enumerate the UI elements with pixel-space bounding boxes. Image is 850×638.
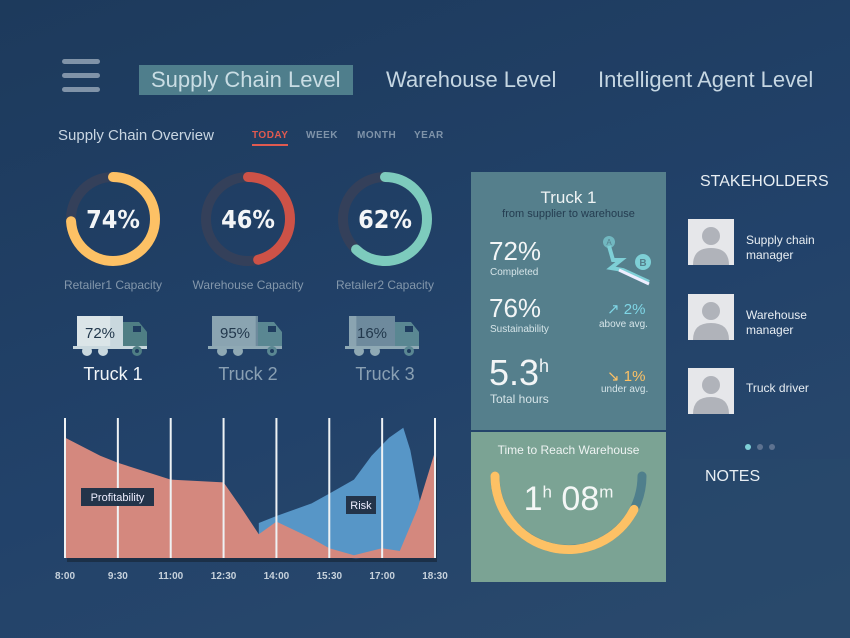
avatar[interactable] bbox=[688, 293, 734, 340]
svg-text:B: B bbox=[639, 258, 646, 269]
x-tick-label: 15:30 bbox=[316, 571, 342, 582]
completed-value: 72% bbox=[489, 236, 542, 266]
period-month[interactable]: MONTH bbox=[357, 130, 397, 141]
truck-icon: 16% bbox=[345, 316, 419, 356]
overview-title: Supply Chain Overview bbox=[58, 127, 214, 144]
period-week[interactable]: WEEK bbox=[306, 130, 338, 141]
truck-name[interactable]: Truck 2 bbox=[218, 364, 278, 384]
total-hours-value: 5.3h bbox=[489, 352, 550, 393]
period-today[interactable]: TODAY bbox=[252, 130, 289, 146]
stakeholder-name[interactable]: Truck driver bbox=[746, 381, 809, 395]
stakeholder-name[interactable]: Supply chain manager bbox=[746, 233, 815, 262]
risk-label-box bbox=[346, 496, 376, 514]
page-dot[interactable] bbox=[757, 444, 763, 450]
page-dot[interactable] bbox=[769, 444, 775, 450]
gauge-2: 46% bbox=[201, 172, 295, 266]
truck-load: 16% bbox=[357, 325, 387, 342]
truck-icon: 72% bbox=[73, 316, 147, 356]
stakeholders-pagination[interactable] bbox=[745, 444, 775, 450]
total-hours-label: Total hours bbox=[490, 392, 549, 406]
profitability-label-box bbox=[81, 488, 154, 506]
user-icon bbox=[693, 227, 729, 265]
period-year[interactable]: YEAR bbox=[414, 130, 444, 141]
x-tick-label: 8:00 bbox=[55, 571, 75, 582]
profitability-label: Profitability bbox=[91, 492, 145, 504]
gauge-arc bbox=[338, 172, 432, 266]
user-icon bbox=[693, 376, 729, 414]
x-tick-label: 18:30 bbox=[422, 571, 448, 582]
sustainability-label: Sustainability bbox=[490, 324, 549, 335]
hours-delta-label: under avg. bbox=[601, 384, 649, 395]
eta-value: 1h 08m bbox=[523, 480, 614, 518]
eta-title: Time to Reach Warehouse bbox=[497, 443, 640, 457]
eta-arc bbox=[490, 471, 647, 554]
route-map-icon: A B bbox=[603, 236, 651, 286]
x-tick-label: 11:00 bbox=[158, 571, 183, 582]
sustainability-value: 76% bbox=[489, 293, 542, 323]
hours-delta: ↘ 1% bbox=[607, 368, 646, 385]
avatar[interactable] bbox=[688, 219, 734, 265]
truck-load: 95% bbox=[220, 325, 250, 342]
truck-icon: 95% bbox=[208, 316, 282, 356]
truck-card-subtitle: from supplier to warehouse bbox=[502, 208, 635, 220]
completed-label: Completed bbox=[490, 267, 539, 278]
profitability-area bbox=[65, 437, 435, 558]
notes-title: NOTES bbox=[705, 468, 761, 485]
tab-supply-chain-level[interactable]: Supply Chain Level bbox=[139, 65, 353, 95]
truck-name[interactable]: Truck 1 bbox=[83, 364, 143, 384]
gauge-label: Retailer1 Capacity bbox=[63, 278, 163, 292]
svg-text:A: A bbox=[606, 238, 612, 247]
tab-warehouse-level[interactable]: Warehouse Level bbox=[386, 67, 557, 92]
truck-load: 72% bbox=[85, 325, 115, 342]
gauge-value: 74% bbox=[86, 205, 140, 234]
profit-risk-chart: 8:00 9:30 11:00 12:30 14:00 15:30 17:00 18:30 Pr… bbox=[55, 418, 448, 582]
gauge-value: 46% bbox=[221, 205, 275, 234]
gauge-1: 74% bbox=[66, 172, 160, 266]
stakeholder-name[interactable]: Warehouse manager bbox=[746, 307, 807, 337]
x-tick-label: 12:30 bbox=[211, 571, 237, 582]
truck-card-title: Truck 1 bbox=[540, 188, 597, 207]
gauge-3: 62% bbox=[338, 172, 432, 266]
x-tick-label: 9:30 bbox=[108, 571, 128, 582]
eta-card: Time to Reach Warehouse 1h 08m bbox=[471, 432, 666, 582]
risk-area bbox=[258, 427, 428, 558]
avatar[interactable] bbox=[688, 368, 734, 414]
gauge-arc bbox=[66, 172, 160, 266]
menu-button[interactable] bbox=[62, 59, 100, 101]
gauge-arc bbox=[201, 172, 295, 266]
user-icon bbox=[693, 301, 729, 340]
tab-intelligent-agent-level[interactable]: Intelligent Agent Level bbox=[598, 67, 814, 92]
sustainability-delta-label: above avg. bbox=[599, 319, 648, 330]
truck-detail-card: Truck 1 from supplier to warehouse 72% C… bbox=[471, 172, 666, 430]
sustainability-delta: ↗ 2% bbox=[607, 301, 646, 318]
notes-panel[interactable]: NOTES bbox=[680, 459, 850, 638]
page-dot[interactable] bbox=[745, 444, 751, 450]
risk-label: Risk bbox=[350, 500, 372, 512]
gauge-label: Retailer2 Capacity bbox=[335, 278, 435, 292]
gauge-value: 62% bbox=[358, 205, 412, 234]
stakeholders-title: STAKEHOLDERS bbox=[700, 173, 829, 190]
truck-name[interactable]: Truck 3 bbox=[355, 364, 415, 384]
x-tick-label: 14:00 bbox=[264, 571, 290, 582]
gauge-label: Warehouse Capacity bbox=[192, 278, 304, 292]
x-tick-label: 17:00 bbox=[369, 571, 395, 582]
